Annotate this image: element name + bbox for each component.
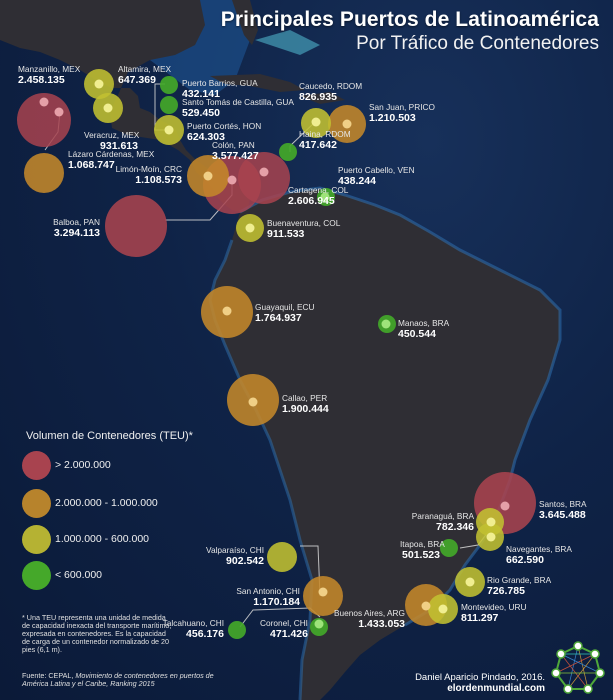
port-label-san-juan: San Juan, PRICO 1.210.503 — [369, 102, 435, 124]
legend-swatch-icon — [22, 560, 51, 590]
port-marker-icon — [486, 532, 496, 542]
port-marker-icon — [54, 107, 64, 117]
port-marker-icon — [164, 125, 174, 135]
port-marker-icon — [222, 306, 232, 316]
port-label-guayaquil: Guayaquil, ECU 1.764.937 — [255, 302, 315, 324]
legend-item-gt-2m: > 2.000.000 — [22, 448, 193, 482]
port-label-rio-grande: Rio Grande, BRA 726.785 — [487, 575, 552, 597]
port-marker-icon — [486, 517, 496, 527]
port-label-puerto-cortes: Puerto Cortés, HON 624.303 — [187, 121, 262, 143]
port-marker-icon — [342, 119, 352, 129]
port-marker-icon — [245, 223, 255, 233]
port-label-balboa: Balboa, PAN 3.294.113 — [53, 217, 100, 239]
legend-item-lt-600k: < 600.000 — [22, 558, 193, 592]
legend-swatch-icon — [22, 450, 51, 480]
legend-title: Volumen de Contenedores (TEU)* — [26, 430, 193, 442]
legend-item-1m-2m: 2.000.000 - 1.000.000 — [22, 486, 193, 520]
port-label-santos: Santos, BRA 3.645.488 — [539, 499, 587, 521]
port-marker-icon — [311, 117, 321, 127]
port-marker-icon — [203, 171, 213, 181]
bubble-balboa[interactable] — [105, 195, 167, 257]
port-label-manzanillo: Manzanillo, MEX 2.458.135 — [18, 64, 81, 86]
port-label-san-antonio: San Antonio, CHI 1.170.184 — [236, 586, 300, 608]
port-label-puerto-barrios: Puerto Barrios, GUA 432.141 — [182, 78, 258, 100]
port-marker-icon — [421, 601, 431, 611]
legend-swatch-icon — [22, 524, 51, 554]
legend: Volumen de Contenedores (TEU)* > 2.000.0… — [22, 430, 193, 592]
port-label-caucedo: Caucedo, RDOM 826.935 — [299, 81, 363, 103]
author-name: Daniel Aparicio Pindado, 2016. — [415, 672, 545, 683]
port-label-haina: Haina, RDOM 417.642 — [299, 129, 351, 151]
port-marker-icon — [314, 619, 324, 629]
bubble-santo-tomas[interactable] — [160, 96, 178, 114]
port-label-santo-tomas: Santo Tomás de Castilla, GUA 529.450 — [182, 97, 294, 119]
map-title: Principales Puertos de Latinoamérica Por… — [221, 8, 599, 55]
bubble-haina[interactable] — [279, 143, 297, 161]
port-marker-icon — [500, 501, 510, 511]
port-label-coronel: Coronel, CHI 471.426 — [260, 618, 308, 640]
port-label-cartagena: Cartagena, COL 2.606.945 — [288, 185, 349, 207]
port-label-altamira: Altamira, MEX 647.369 — [118, 64, 172, 86]
bubble-puerto-barrios[interactable] — [160, 76, 178, 94]
bubble-talcahuano[interactable] — [228, 621, 246, 639]
port-marker-icon — [438, 604, 448, 614]
port-label-lazaro-cardenas: Lázaro Cárdenas, MEX 1.068.747 — [68, 149, 155, 171]
title-subtitle: Por Tráfico de Contenedores — [356, 33, 599, 54]
port-label-buenaventura: Buenaventura, COL 911.533 — [267, 218, 341, 240]
port-label-callao: Callao, PER 1.900.444 — [282, 393, 329, 415]
port-label-paranagua: Paranaguá, BRA 782.346 — [411, 511, 474, 533]
title-main: Principales Puertos de Latinoamérica — [220, 8, 599, 31]
port-label-valparaiso: Valparaíso, CHI 902.542 — [206, 545, 264, 567]
port-label-veracruz: Veracruz, MEX 931.613 — [84, 130, 140, 152]
bubble-itapoa[interactable] — [440, 539, 458, 557]
port-label-manaos: Manaos, BRA 450.544 — [398, 318, 450, 340]
legend-item-600k-1m: 1.000.000 - 600.000 — [22, 522, 193, 556]
port-label-itapoa: Itapoa, BRA 501.523 — [400, 539, 445, 561]
bubble-cartagena[interactable] — [238, 152, 290, 204]
port-label-buenos-aires: Buenos Aires, ARG 1.433.053 — [333, 608, 405, 630]
port-marker-icon — [259, 167, 269, 177]
legend-swatch-icon — [22, 488, 51, 518]
source-citation: Fuente: CEPAL, Movimiento de contenedore… — [22, 671, 214, 689]
port-label-talcahuano: Talcahuano, CHI 456.176 — [162, 618, 224, 640]
port-label-puerto-cabello: Puerto Cabello, VEN 438.244 — [338, 165, 415, 187]
port-label-navegantes: Navegantes, BRA 662.590 — [506, 544, 572, 566]
teu-footnote: * Una TEU representa una unidad de medid… — [22, 613, 172, 655]
port-label-montevideo: Montevideo, URU 811.297 — [461, 602, 527, 624]
bubble-lazaro-cardenas[interactable] — [24, 153, 64, 193]
bubble-valparaiso[interactable] — [267, 542, 297, 572]
port-marker-icon — [465, 577, 475, 587]
port-label-limon-moin: Limón-Moín, CRC 1.108.573 — [115, 164, 182, 186]
port-marker-icon — [227, 175, 237, 185]
port-marker-icon — [320, 192, 330, 202]
port-marker-icon — [248, 397, 258, 407]
port-label-colon: Colón, PAN 3.577.427 — [212, 140, 259, 162]
port-marker-icon — [103, 103, 113, 113]
author-credit: Daniel Aparicio Pindado, 2016. elordenmu… — [415, 672, 545, 694]
port-marker-icon — [318, 587, 328, 597]
site-link[interactable]: elordenmundial.com — [447, 683, 545, 694]
port-marker-icon — [381, 319, 391, 329]
elordenmundial-logo-icon — [551, 641, 605, 694]
port-marker-icon — [39, 97, 49, 107]
port-marker-icon — [94, 79, 104, 89]
